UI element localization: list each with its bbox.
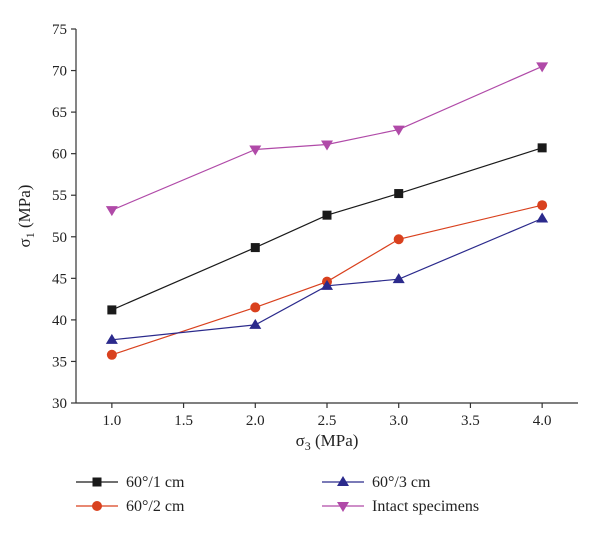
data-point-series-3 bbox=[321, 140, 333, 151]
x-tick-label: 1.0 bbox=[102, 413, 121, 429]
x-tick-label: 3.0 bbox=[389, 413, 408, 429]
y-tick-label: 75 bbox=[52, 22, 67, 38]
y-tick-label: 40 bbox=[52, 313, 67, 329]
data-point-series-3 bbox=[536, 62, 549, 73]
legend-label-1: 60°/2 cm bbox=[126, 498, 185, 515]
data-point-series-2 bbox=[321, 279, 333, 290]
data-point-series-1 bbox=[106, 349, 117, 360]
x-tick-label: 3.5 bbox=[461, 413, 480, 429]
x-tick-label: 2.5 bbox=[318, 413, 337, 429]
data-point-series-1 bbox=[250, 302, 261, 313]
series-layer bbox=[105, 62, 549, 360]
data-point-series-0 bbox=[537, 143, 547, 153]
legend-marker-2 bbox=[337, 476, 349, 486]
y-tick-label: 30 bbox=[52, 396, 67, 412]
x-tick-label: 4.0 bbox=[533, 413, 552, 429]
y-axis-label: σ1 (MPa) bbox=[15, 185, 37, 248]
y-tick-label: 70 bbox=[52, 64, 67, 80]
data-point-series-1 bbox=[393, 234, 404, 245]
data-point-series-1 bbox=[537, 200, 548, 211]
series-line-3 bbox=[111, 65, 543, 211]
data-point-series-0 bbox=[394, 189, 404, 199]
legend-label-0: 60°/1 cm bbox=[126, 474, 185, 491]
y-tick-label: 50 bbox=[52, 230, 67, 246]
data-point-series-3 bbox=[105, 206, 118, 217]
legend-marker-1 bbox=[92, 501, 102, 511]
x-axis-label: σ3 (MPa) bbox=[296, 431, 359, 453]
data-point-series-2 bbox=[536, 212, 549, 223]
data-point-series-2 bbox=[392, 273, 405, 284]
y-tick-label: 60 bbox=[52, 147, 67, 163]
x-tick-label: 2.0 bbox=[246, 413, 265, 429]
data-point-series-2 bbox=[249, 318, 262, 329]
data-point-series-3 bbox=[249, 145, 262, 156]
legend-label-3: Intact specimens bbox=[372, 498, 479, 515]
data-point-series-0 bbox=[250, 243, 260, 253]
y-tick-label: 55 bbox=[52, 188, 67, 204]
axes: 30 35 40 45 50 55 60 65 70 75 1.0 1.5 2.0 2.5 3.0 3.5 4.… bbox=[52, 22, 578, 429]
data-point-series-2 bbox=[105, 333, 118, 344]
y-tick-label: 65 bbox=[52, 105, 67, 121]
legend-marker-3 bbox=[337, 502, 349, 512]
data-point-series-3 bbox=[392, 125, 405, 136]
legend-marker-0 bbox=[92, 477, 102, 487]
data-point-series-0 bbox=[107, 305, 117, 315]
y-tick-label: 35 bbox=[52, 354, 67, 370]
x-tick-label: 1.5 bbox=[174, 413, 193, 429]
legend-label-2: 60°/3 cm bbox=[372, 474, 431, 491]
legend: 60°/1 cm 60°/2 cm 60°/3 cm Intact specimens bbox=[76, 474, 479, 515]
data-point-series-0 bbox=[322, 210, 332, 220]
y-tick-label: 45 bbox=[52, 271, 67, 287]
